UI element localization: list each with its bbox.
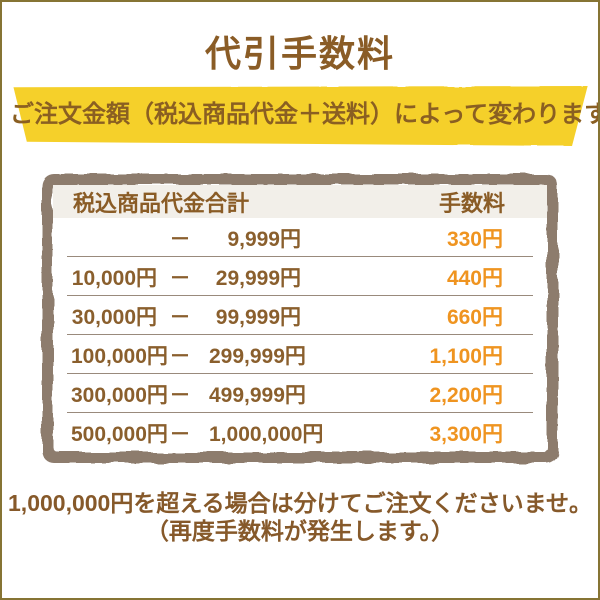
fee-table-body: － 9,999円 330円 10,000円 － 29,999円 440円 30,… [53, 218, 547, 452]
table-row: 30,000円 － 99,999円 660円 [53, 296, 547, 335]
range-dash: － [169, 344, 191, 368]
fee-value: 440円 [446, 266, 503, 290]
notice-banner: ご注文金額（税込商品代金＋送料）によって変わります。 [10, 86, 600, 146]
fee-value: 3,300円 [429, 422, 503, 446]
table-rough-border [42, 174, 558, 463]
footer-note: 1,000,000円を超える場合は分けてご注文くださいませ。 （再度手数料が発生… [2, 489, 598, 545]
range-lower: 10,000円 [71, 266, 157, 290]
range-dash: － [169, 422, 191, 446]
fee-value: 660円 [446, 305, 503, 329]
price-range: 30,000円 － 99,999円 [53, 301, 402, 331]
range-upper: 29,999円 [215, 266, 301, 290]
price-range: 100,000円 － 299,999円 [53, 340, 402, 370]
table-row: 100,000円 － 299,999円 1,100円 [53, 335, 547, 374]
table-row: － 9,999円 330円 [53, 218, 547, 257]
range-upper: 99,999円 [215, 305, 301, 329]
page-title: 代引手数料 [204, 33, 395, 74]
fee-value: 330円 [446, 227, 503, 251]
table-row: 10,000円 － 29,999円 440円 [53, 257, 547, 296]
table-row: 300,000円 － 499,999円 2,200円 [53, 374, 547, 413]
column-header-fee: 手数料 [438, 190, 505, 216]
notice-text: ご注文金額（税込商品代金＋送料）によって変わります。 [10, 101, 600, 128]
footer-line-2: （再度手数料が発生します。） [145, 518, 455, 544]
range-dash: － [169, 383, 191, 407]
range-lower: 100,000円 [71, 344, 168, 368]
price-range: 500,000円 － 1,000,000円 [53, 418, 402, 448]
range-lower: 300,000円 [71, 383, 168, 407]
price-range: － 9,999円 [53, 223, 402, 253]
fee-value: 2,200円 [429, 383, 503, 407]
range-lower: 30,000円 [71, 305, 157, 329]
range-upper: 299,999円 [209, 344, 306, 368]
range-dash: － [169, 227, 191, 251]
table-row: 500,000円 － 1,000,000円 3,300円 [53, 413, 547, 452]
highlight-stripe [13, 86, 588, 146]
price-range: 300,000円 － 499,999円 [53, 379, 402, 409]
range-dash: － [169, 266, 191, 290]
range-lower: 500,000円 [71, 422, 168, 446]
range-dash: － [169, 305, 191, 329]
range-upper: 499,999円 [209, 383, 306, 407]
range-upper: 1,000,000円 [209, 422, 324, 446]
fee-value: 1,100円 [429, 344, 503, 368]
table-header-row: 税込商品代金合計 手数料 [53, 185, 547, 218]
table-content: 税込商品代金合計 手数料 － 9,999円 330円 10,000円 － 29,… [42, 174, 558, 463]
fee-table: 税込商品代金合計 手数料 － 9,999円 330円 10,000円 － 29,… [42, 174, 558, 463]
range-upper: 9,999円 [227, 227, 301, 251]
price-range: 10,000円 － 29,999円 [53, 262, 402, 292]
table-inner-panel [53, 185, 547, 452]
column-header-total: 税込商品代金合計 [73, 190, 250, 216]
footer-line-1: 1,000,000円を超える場合は分けてご注文くださいませ。 [8, 490, 592, 516]
